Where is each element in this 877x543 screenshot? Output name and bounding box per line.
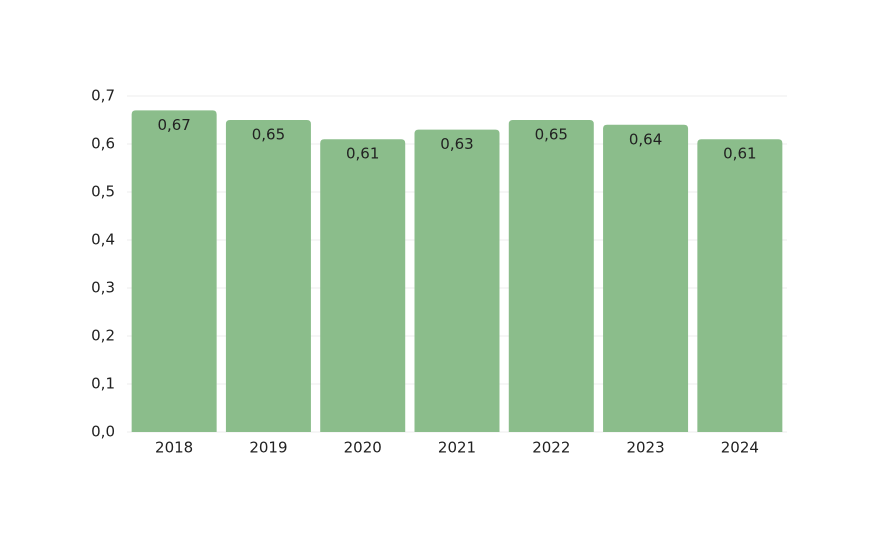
value-label: 0,63 bbox=[440, 135, 473, 153]
value-label: 0,67 bbox=[157, 116, 190, 134]
value-label: 0,61 bbox=[723, 145, 756, 163]
x-tick-label: 2024 bbox=[721, 439, 759, 457]
y-tick-label: 0,5 bbox=[91, 183, 115, 201]
bar bbox=[603, 124, 689, 433]
bar bbox=[131, 110, 217, 433]
value-label: 0,65 bbox=[535, 126, 568, 144]
value-label: 0,61 bbox=[346, 145, 379, 163]
y-tick-label: 0,0 bbox=[91, 423, 115, 441]
bar bbox=[414, 129, 500, 432]
y-tick-label: 0,1 bbox=[91, 375, 115, 393]
x-tick-label: 2018 bbox=[155, 439, 193, 457]
bar bbox=[225, 120, 311, 432]
y-tick-label: 0,6 bbox=[91, 135, 115, 153]
bar bbox=[697, 139, 783, 432]
x-tick-label: 2022 bbox=[532, 439, 570, 457]
x-tick-label: 2021 bbox=[438, 439, 476, 457]
y-tick-label: 0,4 bbox=[91, 231, 115, 249]
y-tick-label: 0,2 bbox=[91, 327, 115, 345]
x-tick-label: 2019 bbox=[249, 439, 287, 457]
bar bbox=[320, 139, 406, 432]
value-label: 0,65 bbox=[252, 126, 285, 144]
y-tick-label: 0,7 bbox=[91, 87, 115, 105]
bar bbox=[508, 120, 594, 432]
value-label: 0,64 bbox=[629, 130, 662, 148]
x-tick-label: 2023 bbox=[626, 439, 664, 457]
x-tick-label: 2020 bbox=[344, 439, 382, 457]
y-tick-label: 0,3 bbox=[91, 279, 115, 297]
